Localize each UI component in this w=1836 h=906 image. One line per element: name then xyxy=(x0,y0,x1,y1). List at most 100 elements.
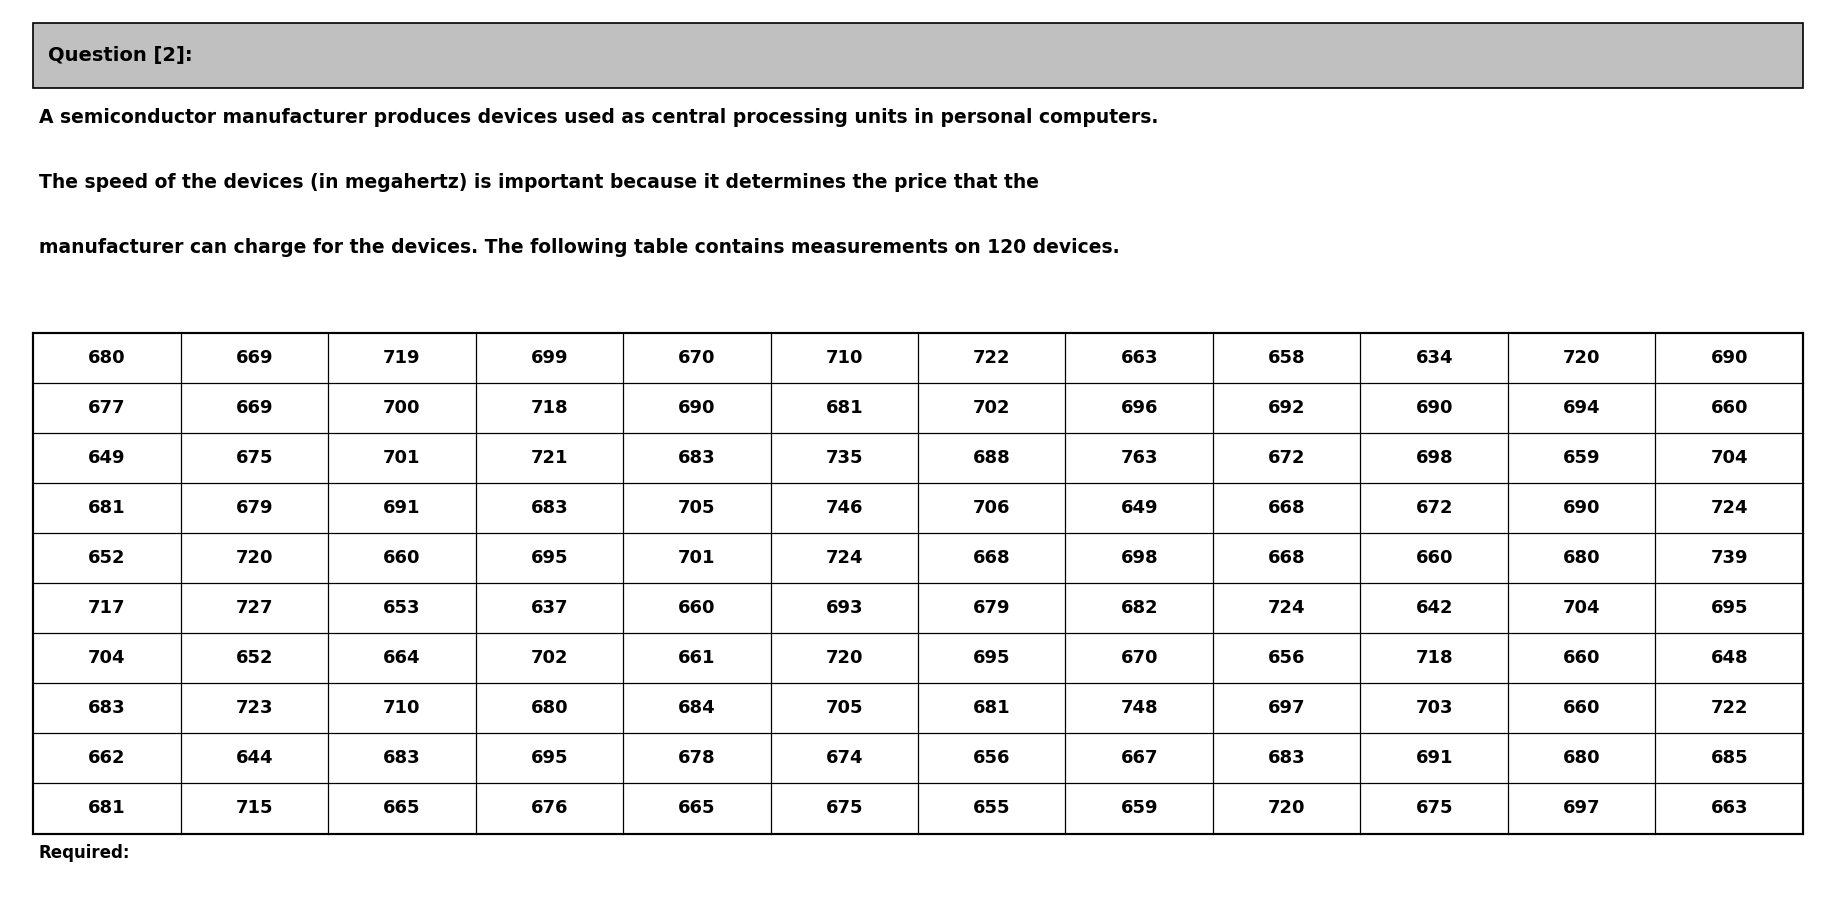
Text: 701: 701 xyxy=(677,549,716,567)
Text: 697: 697 xyxy=(1269,699,1305,718)
Text: 634: 634 xyxy=(1416,349,1452,367)
Text: 701: 701 xyxy=(384,448,420,467)
Text: 681: 681 xyxy=(826,399,863,417)
Text: 746: 746 xyxy=(826,499,863,516)
Text: 696: 696 xyxy=(1120,399,1159,417)
Text: 660: 660 xyxy=(1711,399,1748,417)
Text: 680: 680 xyxy=(88,349,125,367)
Text: 691: 691 xyxy=(384,499,420,516)
Text: 702: 702 xyxy=(973,399,1010,417)
Text: 667: 667 xyxy=(1120,749,1159,767)
Text: 695: 695 xyxy=(531,749,567,767)
Bar xyxy=(33,23,1803,88)
Text: 695: 695 xyxy=(973,650,1010,667)
Text: 678: 678 xyxy=(677,749,716,767)
Text: 668: 668 xyxy=(1269,499,1305,516)
Text: 705: 705 xyxy=(677,499,716,516)
Text: 675: 675 xyxy=(826,799,863,817)
Text: 683: 683 xyxy=(384,749,420,767)
Text: 670: 670 xyxy=(1120,650,1159,667)
Text: 652: 652 xyxy=(235,650,274,667)
Text: 735: 735 xyxy=(826,448,863,467)
Text: 688: 688 xyxy=(973,448,1010,467)
Text: 720: 720 xyxy=(235,549,274,567)
Text: Required:: Required: xyxy=(39,844,130,863)
Text: 668: 668 xyxy=(973,549,1010,567)
Text: 676: 676 xyxy=(531,799,567,817)
Text: 700: 700 xyxy=(384,399,420,417)
Text: 722: 722 xyxy=(1711,699,1748,718)
Text: 724: 724 xyxy=(1711,499,1748,516)
Text: 690: 690 xyxy=(1416,399,1452,417)
Text: 704: 704 xyxy=(1711,448,1748,467)
Text: 680: 680 xyxy=(1562,549,1601,567)
Text: 719: 719 xyxy=(384,349,420,367)
Text: 720: 720 xyxy=(1562,349,1601,367)
Text: 683: 683 xyxy=(88,699,125,718)
Text: A semiconductor manufacturer produces devices used as central processing units i: A semiconductor manufacturer produces de… xyxy=(39,108,1159,127)
Text: 655: 655 xyxy=(973,799,1010,817)
Text: The speed of the devices (in megahertz) is important because it determines the p: The speed of the devices (in megahertz) … xyxy=(39,173,1039,192)
Text: 680: 680 xyxy=(1562,749,1601,767)
Text: 656: 656 xyxy=(973,749,1010,767)
Text: 748: 748 xyxy=(1120,699,1159,718)
Text: 669: 669 xyxy=(235,399,274,417)
Text: 659: 659 xyxy=(1562,448,1601,467)
Text: 679: 679 xyxy=(235,499,274,516)
Text: 718: 718 xyxy=(1416,650,1452,667)
Text: 679: 679 xyxy=(973,599,1010,617)
Text: 656: 656 xyxy=(1269,650,1305,667)
Text: 690: 690 xyxy=(1562,499,1601,516)
Text: 724: 724 xyxy=(826,549,863,567)
Text: 663: 663 xyxy=(1120,349,1159,367)
Text: 660: 660 xyxy=(384,549,420,567)
Text: 697: 697 xyxy=(1562,799,1601,817)
Text: 717: 717 xyxy=(88,599,125,617)
Text: 723: 723 xyxy=(235,699,274,718)
Text: 670: 670 xyxy=(677,349,716,367)
Text: 690: 690 xyxy=(677,399,716,417)
Text: 695: 695 xyxy=(531,549,567,567)
Text: 642: 642 xyxy=(1416,599,1452,617)
Text: 663: 663 xyxy=(1711,799,1748,817)
Text: 721: 721 xyxy=(531,448,567,467)
Text: 681: 681 xyxy=(88,799,125,817)
Text: 763: 763 xyxy=(1120,448,1159,467)
Text: 704: 704 xyxy=(88,650,125,667)
Text: 674: 674 xyxy=(826,749,863,767)
Text: 710: 710 xyxy=(826,349,863,367)
Text: manufacturer can charge for the devices. The following table contains measuremen: manufacturer can charge for the devices.… xyxy=(39,238,1120,257)
Text: 720: 720 xyxy=(1269,799,1305,817)
Text: 662: 662 xyxy=(88,749,125,767)
Bar xyxy=(33,333,1803,834)
Text: 660: 660 xyxy=(1416,549,1452,567)
Text: 695: 695 xyxy=(1711,599,1748,617)
Text: 693: 693 xyxy=(826,599,863,617)
Text: 699: 699 xyxy=(531,349,567,367)
Text: 652: 652 xyxy=(88,549,125,567)
Text: 715: 715 xyxy=(235,799,274,817)
Text: 668: 668 xyxy=(1269,549,1305,567)
Text: 675: 675 xyxy=(1416,799,1452,817)
Text: 720: 720 xyxy=(826,650,863,667)
Text: 710: 710 xyxy=(384,699,420,718)
Text: 660: 660 xyxy=(677,599,716,617)
Text: 672: 672 xyxy=(1269,448,1305,467)
Text: 692: 692 xyxy=(1269,399,1305,417)
Text: 637: 637 xyxy=(531,599,567,617)
Text: 694: 694 xyxy=(1562,399,1601,417)
Text: 681: 681 xyxy=(973,699,1010,718)
Text: 681: 681 xyxy=(88,499,125,516)
Text: 677: 677 xyxy=(88,399,125,417)
Text: 669: 669 xyxy=(235,349,274,367)
Text: 665: 665 xyxy=(677,799,716,817)
Text: 683: 683 xyxy=(677,448,716,467)
Text: 665: 665 xyxy=(384,799,420,817)
Text: 661: 661 xyxy=(677,650,716,667)
Text: 660: 660 xyxy=(1562,650,1601,667)
Text: 683: 683 xyxy=(531,499,567,516)
Text: 704: 704 xyxy=(1562,599,1601,617)
Text: 703: 703 xyxy=(1416,699,1452,718)
Text: 698: 698 xyxy=(1120,549,1159,567)
Text: 684: 684 xyxy=(677,699,716,718)
